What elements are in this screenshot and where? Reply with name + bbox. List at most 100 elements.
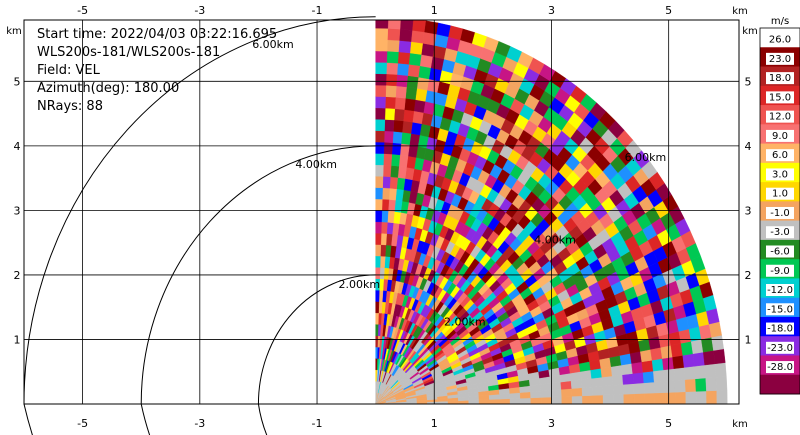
heat-cell	[664, 380, 676, 393]
colorbar-tick-bg	[766, 322, 794, 335]
info-panel: Start time: 2022/04/03 03:22:16.695 WLS20…	[37, 27, 277, 114]
heat-cell	[387, 199, 396, 212]
heat-cell	[660, 345, 673, 359]
colorbar-tick-bg	[766, 110, 794, 123]
y-unit-left: km	[6, 26, 22, 37]
heat-cell	[375, 312, 379, 325]
colorbar-tick-label: -12.0	[767, 285, 793, 296]
heat-cell	[393, 119, 404, 133]
heat-cell	[610, 364, 623, 377]
heat-cell	[375, 198, 383, 211]
heat-cell	[375, 73, 387, 86]
heat-cell	[380, 233, 387, 246]
heat-cell	[602, 385, 614, 396]
y-tick-label-right: 2	[745, 269, 752, 282]
colorbar-swatch	[760, 374, 800, 395]
colorbar-tick-label: 23.0	[769, 54, 791, 65]
colorbar-tick-label: -3.0	[770, 227, 790, 238]
colorbar-tick-label: 12.0	[769, 112, 791, 123]
heat-cell	[375, 20, 389, 29]
heat-cell	[375, 141, 385, 154]
heat-cell	[375, 358, 378, 371]
heat-cell	[379, 255, 386, 268]
heat-cell	[581, 386, 593, 397]
heat-cell	[416, 76, 430, 91]
heat-cell	[384, 256, 391, 269]
heat-cell	[530, 397, 542, 404]
heat-cell	[519, 391, 531, 399]
y-tick-label-right: 3	[745, 204, 752, 217]
colorbar-tick-label: 26.0	[769, 35, 791, 46]
colorbar-tick-label: 18.0	[769, 73, 791, 84]
colorbar-tick-label: -9.0	[770, 266, 790, 277]
heat-cell	[392, 131, 403, 144]
range-ring-label: 2.00km	[338, 278, 380, 291]
heat-cell	[375, 324, 379, 336]
colorbar-tick-bg	[766, 33, 794, 46]
heat-cell	[411, 20, 426, 33]
heat-cell	[673, 367, 686, 381]
x-unit-bottom: km	[732, 419, 748, 430]
heat-cell	[412, 110, 424, 125]
heat-cell	[654, 392, 666, 404]
heat-cell	[386, 222, 394, 235]
heat-cell	[387, 20, 401, 30]
heat-cell	[375, 50, 388, 63]
heat-cell	[375, 255, 381, 268]
x-tick-label-top: 5	[665, 4, 672, 17]
heat-cell	[395, 85, 407, 99]
colorbar-tick-label: 6.0	[772, 150, 788, 161]
heat-cell	[410, 121, 422, 136]
heat-cell	[612, 384, 624, 395]
heat-cell	[421, 43, 435, 57]
heat-cell	[650, 347, 663, 361]
heat-cell	[406, 75, 419, 89]
heat-cell	[633, 393, 645, 404]
heat-cell	[705, 376, 717, 392]
y-unit-right: km	[742, 26, 758, 37]
heat-cell	[571, 395, 583, 404]
y-tick-label-left: 1	[14, 333, 21, 346]
colorbar-tick-bg	[766, 168, 794, 181]
heat-cell	[683, 366, 696, 380]
heat-cell	[393, 108, 405, 122]
heat-cell	[682, 353, 695, 368]
heat-cell	[436, 22, 451, 37]
heat-cell	[715, 376, 728, 391]
heat-cell	[383, 130, 394, 143]
heat-cell	[674, 379, 686, 393]
heat-cell	[695, 377, 707, 392]
heat-cell	[601, 375, 614, 387]
heat-cell	[387, 28, 401, 41]
heat-cell	[644, 392, 656, 404]
y-tick-label-left: 3	[14, 204, 21, 217]
info-line: Start time: 2022/04/03 03:22:16.695	[37, 27, 277, 42]
heat-cell	[415, 88, 428, 102]
heat-cell	[378, 289, 384, 302]
heat-cell	[591, 376, 603, 388]
heat-cell	[375, 221, 382, 234]
heat-cell	[622, 373, 634, 385]
info-line: Field: VEL	[37, 63, 101, 78]
heat-cell	[375, 346, 378, 359]
heat-cell	[375, 27, 389, 40]
heat-cell	[386, 50, 399, 64]
heat-cell	[375, 244, 382, 257]
heat-cell	[375, 107, 386, 120]
heat-cell	[381, 210, 389, 223]
colorbar-tick-bg	[766, 149, 794, 162]
colorbar-tick-label: 15.0	[769, 92, 791, 103]
range-ring	[140, 145, 376, 405]
heat-cell	[375, 369, 377, 382]
heat-cell	[385, 233, 393, 246]
y-tick-label-left: 5	[14, 75, 21, 88]
heat-cell	[378, 301, 383, 314]
y-tick-label-right: 4	[745, 140, 752, 153]
heat-cell	[375, 210, 383, 223]
heat-cell	[641, 360, 654, 373]
colorbar-tick-bg	[766, 284, 794, 297]
range-ring-label: 6.00km	[252, 38, 294, 51]
heat-cell	[403, 109, 415, 123]
heat-cell	[380, 221, 388, 234]
heat-cell	[561, 388, 573, 397]
